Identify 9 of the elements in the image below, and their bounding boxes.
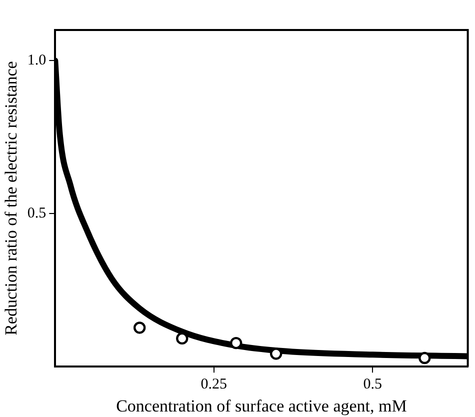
point [176, 332, 188, 345]
y-axis-title: Reduction ratio of the electric resistance [2, 61, 21, 336]
y-tick-label: 1.0 [27, 52, 46, 69]
x-axis-title: Concentration of surface active agent, mM [116, 396, 407, 416]
x-tick-label: 0.25 [200, 376, 227, 393]
point [418, 352, 431, 364]
point [230, 336, 242, 350]
point [133, 322, 146, 334]
point [270, 348, 282, 360]
